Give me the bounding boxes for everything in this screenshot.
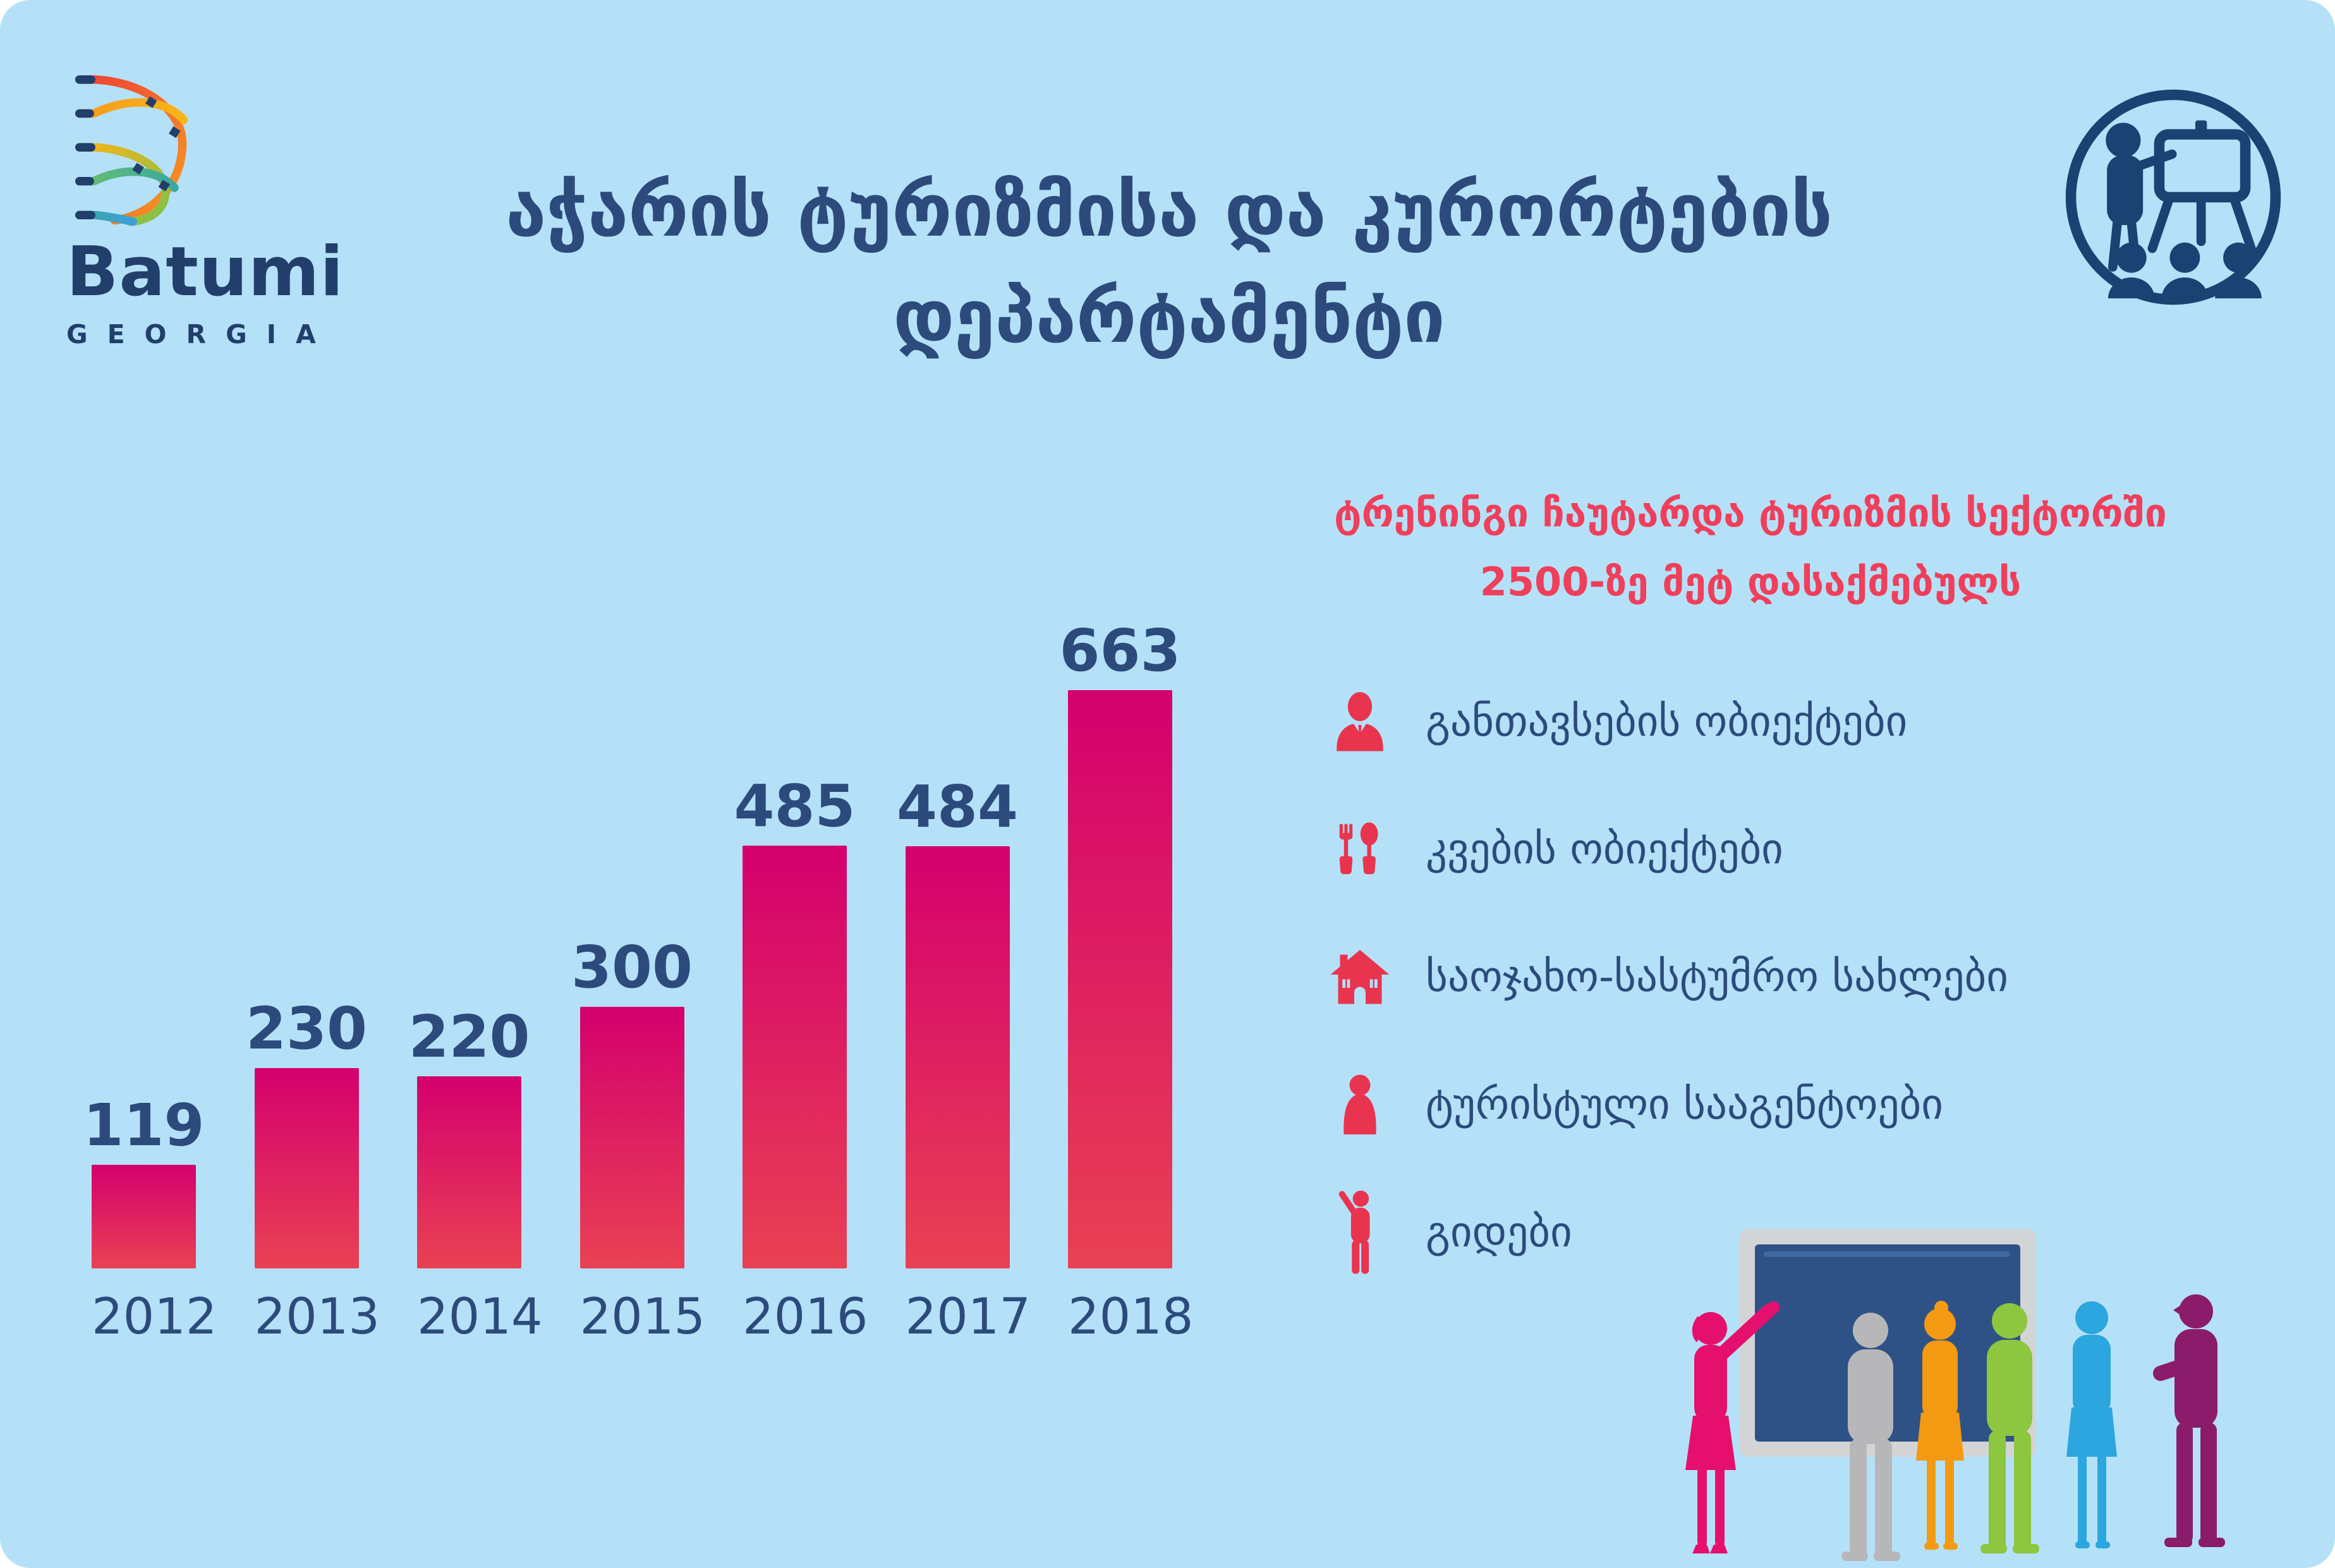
bar-column: 485: [734, 777, 856, 1268]
list-item-guesthouses: საოჯახო-სასტუმრო სახლები: [1327, 935, 2008, 1018]
bar-year-label: 2016: [743, 1289, 868, 1346]
bar-value-label: 230: [245, 995, 368, 1062]
presentation-training-icon: [2065, 89, 2281, 305]
bar-column: 119: [83, 1097, 205, 1268]
page-title-line2: დეპარტამენტი: [893, 274, 1445, 360]
house-icon: [1327, 948, 1393, 1005]
orange-woman-silhouette: [1916, 1301, 1964, 1550]
feature-label: ტურისტული სააგენტოები: [1426, 1079, 1943, 1129]
bar-value-label: 220: [408, 1003, 530, 1071]
bar-year-label: 2012: [92, 1289, 217, 1346]
bar-chart: 119 230 220 300 485 484 663 2012 2013 2014 2015 20…: [83, 597, 1194, 1346]
list-item-guides: გიდები: [1327, 1189, 2008, 1275]
bar-row: 119 230 220 300 485 484 663: [83, 597, 1181, 1268]
bar-value-label: 484: [896, 773, 1019, 841]
batumi-logo: Batumi GEORGIA: [66, 60, 344, 349]
bar: [417, 1076, 521, 1268]
bar-year-label: 2017: [905, 1289, 1031, 1346]
bar: [254, 1068, 359, 1268]
bar: [743, 846, 847, 1268]
people-presentation-illustration: [1685, 1229, 2225, 1561]
bar-value-label: 485: [734, 772, 856, 840]
bar-year-label: 2015: [579, 1289, 706, 1346]
feature-label: კვების ობიექტები: [1426, 824, 1783, 873]
training-subtitle: ტრენინგი ჩაუტარდა ტურიზმის სექტორში 2500…: [1194, 479, 2307, 616]
page-title: აჭარის ტურიზმისა და კურორტების დეპარტამე…: [329, 158, 2010, 370]
list-item-food: კვების ობიექტები: [1327, 807, 2008, 890]
cutlery-icon: [1327, 818, 1393, 879]
training-scene-illustration: [1671, 1194, 2335, 1568]
bar: [92, 1165, 196, 1268]
blue-woman-silhouette: [2066, 1301, 2117, 1548]
list-item-accommodation: განთავსების ობიექტები: [1327, 679, 2008, 763]
bar-year-label: 2013: [254, 1289, 380, 1346]
feature-label: განთავსების ობიექტები: [1426, 696, 1908, 746]
feature-label: საოჯახო-სასტუმრო სახლები: [1426, 951, 2008, 1001]
bar-column: 230: [246, 1000, 367, 1268]
list-item-travel-agencies: ტურისტული სააგენტოები: [1327, 1062, 2008, 1146]
bar-column: 663: [1059, 622, 1181, 1268]
feature-label: გიდები: [1426, 1206, 1572, 1256]
bar-year-label: 2014: [417, 1289, 543, 1346]
purple-man-silhouette: [2153, 1294, 2225, 1547]
presenter-woman-silhouette: [1685, 1301, 1780, 1553]
batumi-b-mark-icon: [75, 75, 188, 226]
logo-name: Batumi: [66, 233, 344, 312]
person-icon: [1327, 1074, 1393, 1134]
grey-man-silhouette: [1841, 1313, 1900, 1561]
training-subtitle-line2: 2500-ზე მეტ დასაქმებულს: [1479, 558, 2022, 605]
bar: [1068, 690, 1172, 1268]
year-row: 2012 2013 2014 2015 2016 2017 2018: [92, 1289, 1194, 1346]
bar-value-label: 119: [83, 1091, 205, 1159]
bar-column: 484: [897, 778, 1018, 1268]
bar-value-label: 663: [1059, 617, 1181, 684]
bar-column: 300: [571, 939, 693, 1268]
feature-list: განთავსების ობიექტები: [1327, 679, 2008, 1318]
guide-icon: [1327, 1189, 1393, 1275]
person-bust-icon: [1327, 690, 1393, 752]
green-man-silhouette: [1980, 1303, 2039, 1553]
logo-subname: GEORGIA: [66, 319, 336, 349]
bar: [905, 846, 1010, 1268]
bar-column: 220: [408, 1008, 530, 1268]
page-title-line1: აჭარის ტურიზმისა და კურორტების: [506, 168, 1833, 253]
training-subtitle-line1: ტრენინგი ჩაუტარდა ტურიზმის სექტორში: [1334, 490, 2167, 536]
bar: [579, 1007, 684, 1268]
bar-year-label: 2018: [1068, 1289, 1194, 1346]
bar-value-label: 300: [571, 933, 693, 1001]
training-badge: [2057, 81, 2290, 316]
